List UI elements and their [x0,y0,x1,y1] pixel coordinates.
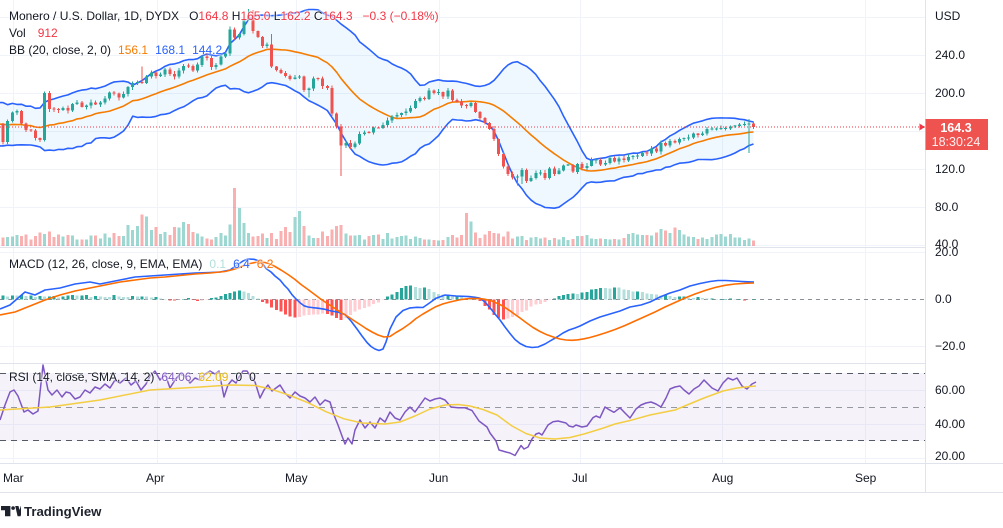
svg-text:Apr: Apr [146,471,165,485]
svg-text:60.00: 60.00 [935,383,965,397]
svg-text:40.0: 40.0 [935,237,959,251]
svg-text:Mar: Mar [3,471,24,485]
svg-text:164.3: 164.3 [940,121,971,135]
svg-text:−20.0: −20.0 [935,339,966,353]
svg-text:Sep: Sep [855,471,877,485]
svg-text:40.00: 40.00 [935,417,965,431]
svg-text:240.0: 240.0 [935,48,965,62]
svg-text:20.0: 20.0 [935,245,959,259]
svg-text:20.00: 20.00 [935,449,965,463]
svg-text:18:30:24: 18:30:24 [932,135,981,149]
svg-text:200.0: 200.0 [935,86,965,100]
svg-text:Jul: Jul [572,471,587,485]
svg-text:USD: USD [935,9,961,23]
svg-text:Jun: Jun [429,471,448,485]
svg-text:0.0: 0.0 [935,292,952,306]
svg-text:80.0: 80.0 [935,200,959,214]
svg-text:May: May [285,471,308,485]
svg-text:Aug: Aug [712,471,733,485]
svg-text:120.0: 120.0 [935,162,965,176]
